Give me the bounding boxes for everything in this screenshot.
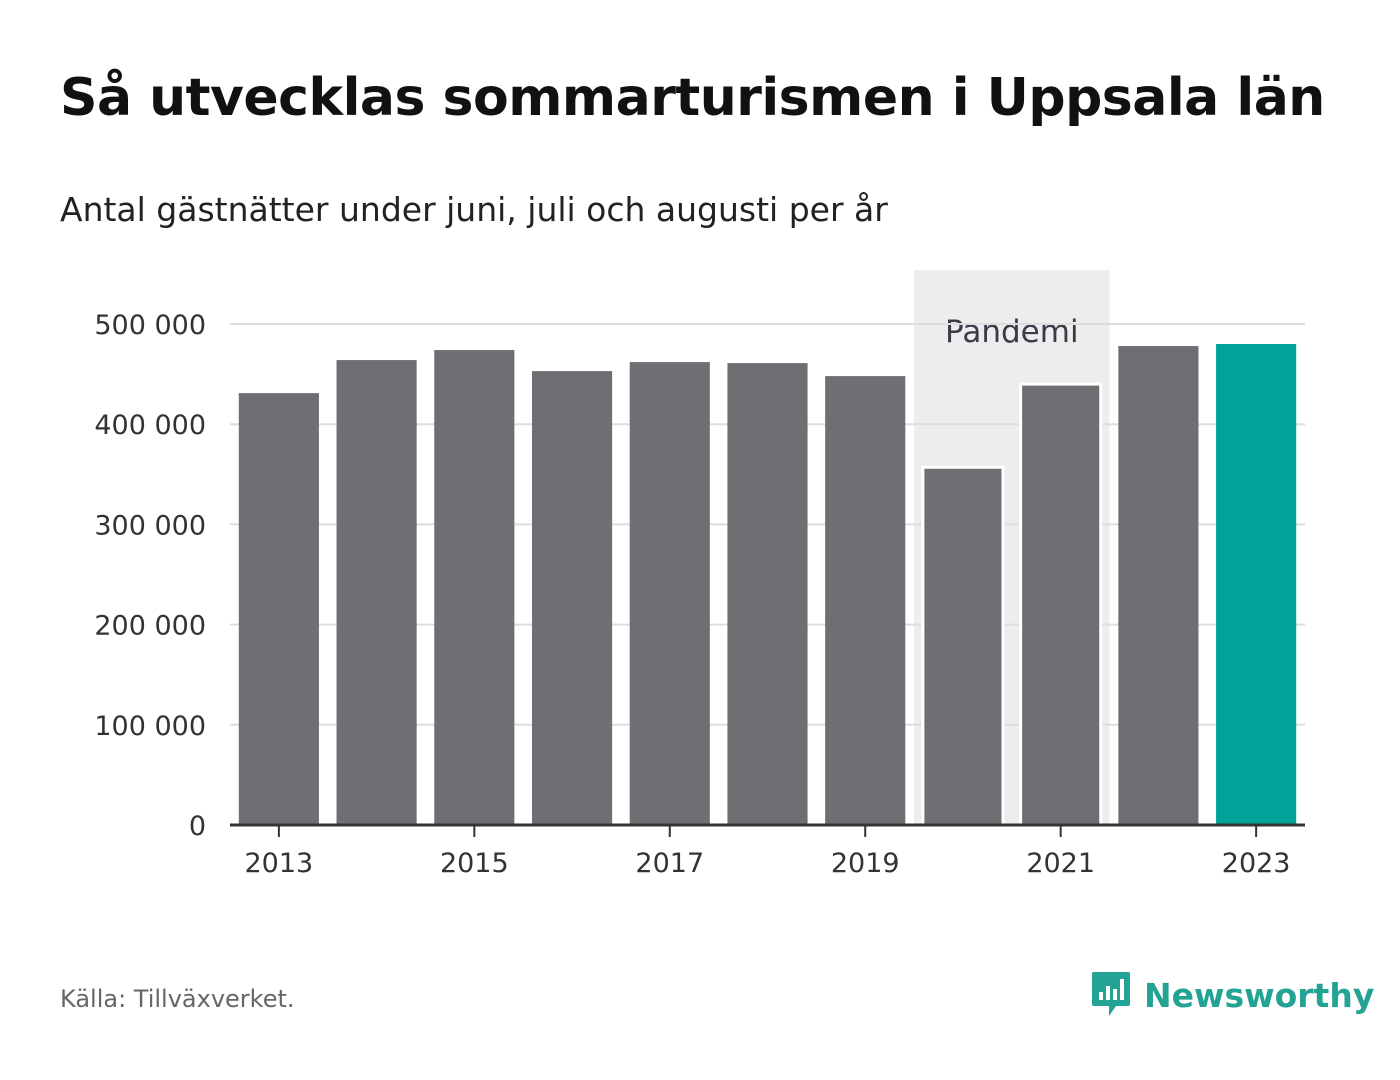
bar-2013 — [238, 393, 319, 825]
y-tick-label: 300 000 — [94, 510, 206, 541]
pandemic-label: Pandemi — [945, 314, 1079, 350]
newsworthy-logo-icon — [1092, 972, 1130, 1016]
x-tick-label: 2021 — [1026, 848, 1095, 879]
bar-2016 — [531, 371, 613, 825]
source-note: Källa: Tillväxverket. — [60, 985, 295, 1013]
y-tick-label: 0 — [189, 811, 206, 842]
bar-2019 — [825, 376, 906, 825]
bar-2015 — [434, 350, 515, 825]
bar-2023 — [1216, 344, 1297, 825]
bar-2020 — [921, 465, 1005, 827]
x-tick-label: 2015 — [440, 848, 509, 879]
chart-subtitle: Antal gästnätter under juni, juli och au… — [60, 190, 888, 229]
x-tick-label: 2013 — [245, 848, 314, 879]
y-tick-label: 100 000 — [94, 711, 206, 742]
brand-logo: Newsworthy — [1090, 970, 1374, 1020]
x-tick-label: 2019 — [831, 848, 900, 879]
y-tick-label: 500 000 — [94, 310, 206, 341]
y-tick-label: 200 000 — [94, 611, 206, 642]
bar-2014 — [336, 360, 417, 825]
brand-name: Newsworthy — [1144, 975, 1375, 1015]
x-tick-label: 2017 — [635, 848, 704, 879]
bar-2021 — [1019, 382, 1103, 827]
x-tick-label: 2023 — [1222, 848, 1291, 879]
bar-2018 — [727, 363, 808, 825]
bar-2022 — [1118, 346, 1199, 825]
y-tick-label: 400 000 — [94, 410, 206, 441]
bar-2017 — [629, 362, 710, 825]
bar-chart: Pandemi 0 100 000 200 000 300 000 400 000 500… — [94, 270, 1305, 879]
chart-title: Så utvecklas sommarturismen i Uppsala lä… — [60, 68, 1325, 128]
